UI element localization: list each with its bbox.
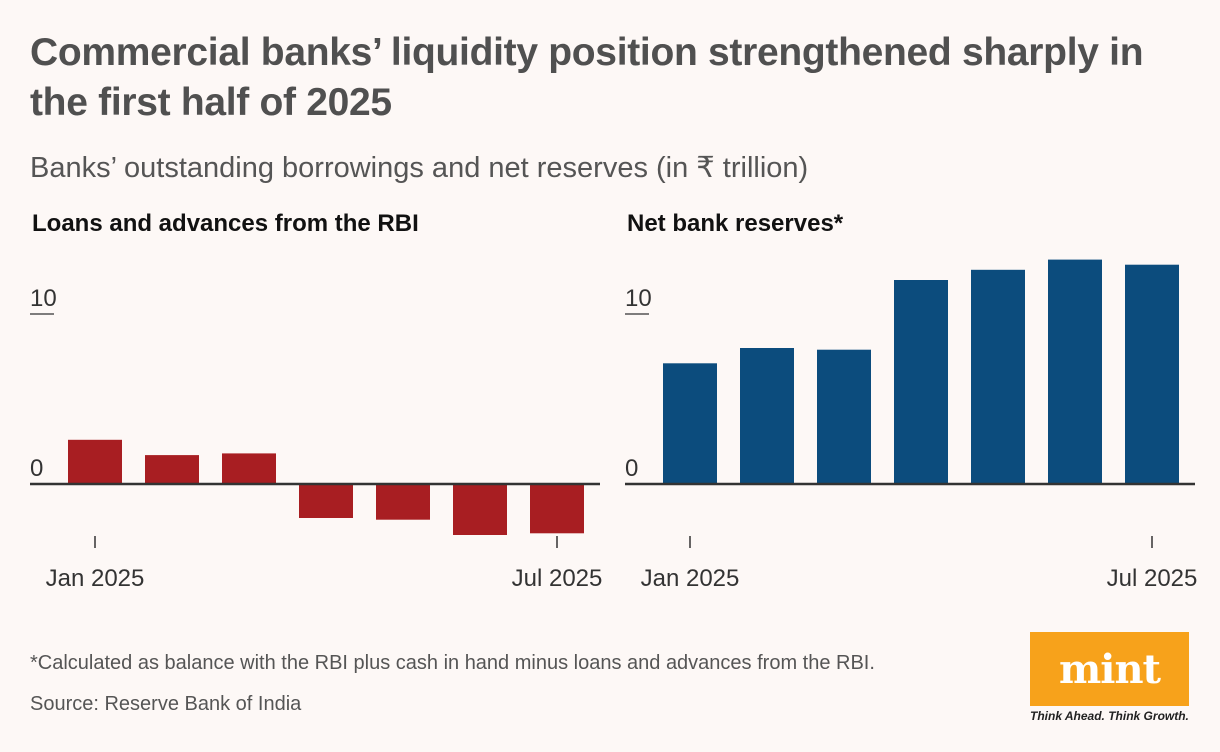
y-tick-label: 0 xyxy=(625,455,638,482)
bar-may-2025 xyxy=(376,484,430,520)
y-tick-label: 0 xyxy=(30,455,43,482)
bar-jan-2025 xyxy=(68,439,122,484)
bar-feb-2025 xyxy=(145,455,199,484)
reserves-panel-title: Net bank reserves* xyxy=(627,210,844,237)
bar-may-2025 xyxy=(971,269,1025,484)
bar-apr-2025 xyxy=(894,280,948,484)
bar-mar-2025 xyxy=(222,453,276,484)
chart-subtitle: Banks’ outstanding borrowings and net re… xyxy=(30,152,809,184)
x-tick-label: Jan 2025 xyxy=(641,565,740,592)
x-tick-label: Jan 2025 xyxy=(46,565,145,592)
x-tick-label: Jul 2025 xyxy=(512,565,603,592)
chart-title: Commercial banks’ liquidity position str… xyxy=(30,31,1144,124)
x-tick-label: Jul 2025 xyxy=(1107,565,1198,592)
loans-panel-title: Loans and advances from the RBI xyxy=(32,210,419,237)
loans-bar-chart: 0 10 Jan 2025 Jul 2025 xyxy=(30,285,603,592)
bar-apr-2025 xyxy=(299,484,353,518)
bar-jan-2025 xyxy=(663,363,717,484)
mint-logo: mint xyxy=(1030,632,1189,706)
reserves-bar-chart: 0 10 Jan 2025 Jul 2025 xyxy=(625,259,1198,592)
bar-jul-2025 xyxy=(530,484,584,534)
logo-wordmark: mint xyxy=(1058,645,1161,693)
y-tick-label: 10 xyxy=(30,285,57,312)
bar-mar-2025 xyxy=(817,349,871,484)
source-note: Source: Reserve Bank of India xyxy=(30,693,302,715)
footnote: *Calculated as balance with the RBI plus… xyxy=(30,652,875,674)
y-tick-label: 10 xyxy=(625,285,652,312)
bar-jun-2025 xyxy=(1048,259,1102,484)
bar-jul-2025 xyxy=(1125,264,1179,484)
bar-feb-2025 xyxy=(740,348,794,484)
bar-jun-2025 xyxy=(453,484,507,535)
logo-tagline: Think Ahead. Think Growth. xyxy=(1030,709,1189,723)
